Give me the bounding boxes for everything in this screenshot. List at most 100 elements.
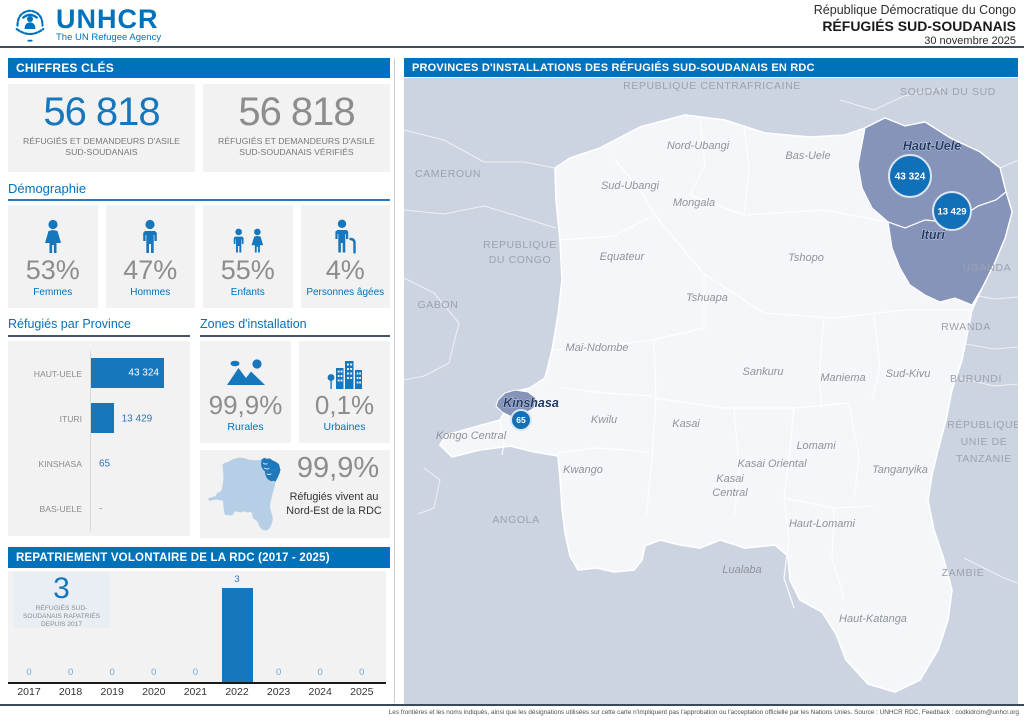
children-icon bbox=[203, 213, 293, 255]
province-chart-row: KINSHASA 65 bbox=[8, 441, 190, 486]
map-country-label: REPUBLIQUE bbox=[483, 239, 557, 251]
province-chart-bar-zone: 13 429 bbox=[90, 396, 190, 441]
map-highlighted-province-label: Kinshasa bbox=[503, 396, 559, 410]
zone-value: 99,9% bbox=[208, 390, 283, 420]
key-figure-card-verified: 56 818 RÉFUGIÉS ET DEMANDEURS D'ASILE SU… bbox=[203, 84, 390, 172]
repatriation-summary-value: 3 bbox=[53, 572, 70, 605]
repatriation-year-label: 2025 bbox=[350, 686, 374, 698]
refugee-count-bubble bbox=[888, 154, 932, 198]
repatriation-banner: REPATRIEMENT VOLONTAIRE DE LA RDC (2017 … bbox=[8, 547, 390, 568]
map-province-label: Kasai bbox=[672, 418, 700, 430]
province-chart-category: ITURI bbox=[59, 413, 82, 424]
map-province-label: Central bbox=[712, 487, 748, 499]
repatriation-bar-chart: 3 RÉFUGIÉS SUD-SOUDANAIS RAPATRIÉS DEPUI… bbox=[8, 571, 390, 701]
map-country-label: GABON bbox=[418, 299, 459, 311]
province-chart-category: HAUT-UELE bbox=[33, 368, 82, 379]
map-province-label: Tanganyika bbox=[872, 464, 928, 476]
province-bar bbox=[91, 403, 114, 433]
map-province-label: Tshopo bbox=[788, 252, 824, 264]
key-figures-banner: CHIFFRES CLÉS bbox=[8, 58, 390, 78]
repatriation-summary-card: 3 RÉFUGIÉS SUD-SOUDANAIS RAPATRIÉS DEPUI… bbox=[13, 572, 110, 628]
logo-tagline: The UN Refugee Agency bbox=[56, 31, 162, 43]
province-chart-bar-zone: - bbox=[90, 486, 190, 531]
demography-card-elderly: 4% Personnes âgées bbox=[300, 205, 390, 308]
map-country-label: ZAMBIE bbox=[942, 567, 985, 579]
key-figure-card-refugees: 56 818 RÉFUGIÉS ET DEMANDEURS D'ASILE SU… bbox=[8, 84, 195, 172]
map-province-label: Mongala bbox=[673, 197, 715, 209]
refugee-count-bubble bbox=[932, 191, 972, 231]
title-date: 30 novembre 2025 bbox=[924, 35, 1016, 47]
repatriation-year-label: 2017 bbox=[17, 686, 41, 698]
repatriation-zero-value: 0 bbox=[151, 667, 157, 678]
repatriation-zero-value: 0 bbox=[317, 667, 323, 678]
map-province-label: Sankuru bbox=[743, 366, 784, 378]
title-country: République Démocratique du Congo bbox=[813, 3, 1016, 17]
map-country-label: ANGOLA bbox=[492, 514, 539, 526]
zone-label: Urbaines bbox=[323, 421, 366, 433]
man-icon bbox=[106, 213, 196, 255]
repatriation-zero-value: 0 bbox=[67, 667, 74, 678]
map-country-label: UNIE DE bbox=[961, 436, 1008, 448]
map-banner: PROVINCES D'INSTALLATIONS DES RÉFUGIÉS S… bbox=[404, 58, 1018, 77]
key-figure-label: RÉFUGIÉS ET DEMANDEURS D'ASILE SUD-SOUDA… bbox=[218, 136, 375, 157]
map-province-label: Kasai Oriental bbox=[737, 458, 807, 470]
demography-label: Personnes âgées bbox=[306, 287, 385, 298]
repatriation-year-label: 2021 bbox=[183, 686, 208, 698]
repatriation-bar bbox=[221, 588, 253, 682]
logo-org-name: UNHCR bbox=[56, 3, 159, 34]
repatriation-year-label: 2018 bbox=[58, 686, 83, 698]
rural-icon bbox=[200, 350, 291, 390]
demography-label: Enfants bbox=[230, 287, 265, 298]
demography-card-men: 47% Hommes bbox=[105, 205, 196, 308]
panel-divider bbox=[394, 58, 395, 703]
map-country-label: DU CONGO bbox=[489, 254, 552, 266]
province-chart-row: BAS-UELE - bbox=[8, 486, 190, 531]
map-country-label: REPUBLIQUE CENTRAFRICAINE bbox=[623, 80, 801, 92]
map-province-label: Mai-Ndombe bbox=[566, 342, 629, 354]
refugee-count-bubble-value: 13 429 bbox=[937, 206, 966, 217]
unhcr-emblem-icon bbox=[15, 9, 45, 42]
provinces-section-title: Réfugiés par Province bbox=[8, 317, 190, 337]
repatriation-summary-label: RÉFUGIÉS SUD-SOUDANAIS RAPATRIÉS DEPUIS … bbox=[22, 605, 101, 628]
repatriation-year-label: 2020 bbox=[142, 686, 166, 698]
zones-section-title: Zones d'installation bbox=[200, 317, 390, 337]
key-figure-value: 56 818 bbox=[238, 90, 355, 134]
zone-value: 0,1% bbox=[314, 390, 375, 420]
map-highlighted-province-label: Ituri bbox=[921, 228, 945, 242]
map-country-label: TANZANIE bbox=[956, 453, 1012, 465]
page-title: RÉFUGIÉS SUD-SOUDANAIS bbox=[822, 18, 1016, 34]
map-province-label: Kwango bbox=[563, 464, 603, 476]
repatriation-zero-value: 0 bbox=[26, 667, 32, 678]
map-province-label: Haut-Katanga bbox=[839, 613, 907, 625]
refugee-count-bubble-value: 65 bbox=[516, 415, 526, 425]
repatriation-bar-value: 3 bbox=[234, 574, 240, 585]
map-country-label: CAMEROUN bbox=[415, 168, 481, 180]
repatriation-year-label: 2022 bbox=[225, 686, 249, 698]
province-bar: 43 324 bbox=[91, 358, 164, 388]
map-province-label: Lomami bbox=[796, 440, 836, 452]
province-bar-value: 13 429 bbox=[121, 413, 153, 424]
map-province-label: Kasai bbox=[716, 473, 744, 485]
map-country-label: BURUNDI bbox=[950, 373, 1002, 385]
province-chart-bar-zone: 43 324 bbox=[90, 351, 190, 396]
map-province-label: Sud-Kivu bbox=[886, 368, 931, 380]
footer-divider bbox=[0, 704, 1024, 706]
drc-provinces-map: REPUBLIQUE CENTRAFRICAINE SOUDAN DU SUD CA… bbox=[403, 78, 1020, 705]
refugee-count-bubble-value: 43 324 bbox=[895, 172, 926, 183]
province-borders bbox=[499, 119, 972, 609]
repatriation-axis-line bbox=[8, 682, 386, 684]
left-panel: CHIFFRES CLÉS 56 818 RÉFUGIÉS ET DEMANDE… bbox=[8, 0, 390, 724]
demography-value: 4% bbox=[325, 255, 365, 285]
key-figure-value: 56 818 bbox=[43, 90, 160, 134]
demography-label: Hommes bbox=[130, 287, 171, 298]
demography-label: Femmes bbox=[33, 287, 73, 298]
map-country-label: RÉPUBLIQUE bbox=[947, 418, 1018, 431]
province-chart-bar-zone: 65 bbox=[90, 441, 190, 486]
unhcr-logo: UNHCR The UN Refugee Agency bbox=[10, 4, 161, 44]
zone-card-rural: 99,9% Rurales bbox=[200, 341, 291, 443]
map-province-label: Haut-Lomami bbox=[789, 518, 856, 530]
refugee-count-bubbles: 43 324 13 429 65 bbox=[510, 154, 972, 431]
zone-label: Rurales bbox=[227, 421, 264, 433]
map-province-label: Nord-Ubangi bbox=[667, 140, 730, 152]
repatriation-zero-value: 0 bbox=[109, 667, 115, 678]
